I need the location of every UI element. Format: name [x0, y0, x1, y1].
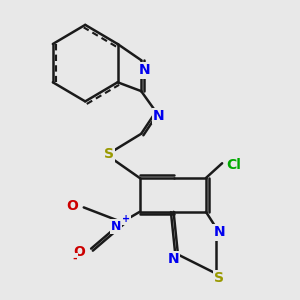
Text: N: N — [111, 220, 121, 233]
Text: N: N — [138, 64, 150, 77]
Text: O: O — [66, 199, 78, 213]
Text: N: N — [213, 225, 225, 239]
Text: S: S — [214, 271, 224, 285]
Text: S: S — [104, 147, 114, 161]
Text: O: O — [73, 244, 85, 259]
Text: +: + — [122, 214, 130, 224]
Text: Cl: Cl — [226, 158, 242, 172]
Text: N: N — [153, 109, 165, 123]
Text: N: N — [168, 252, 179, 266]
Text: -: - — [73, 254, 77, 264]
